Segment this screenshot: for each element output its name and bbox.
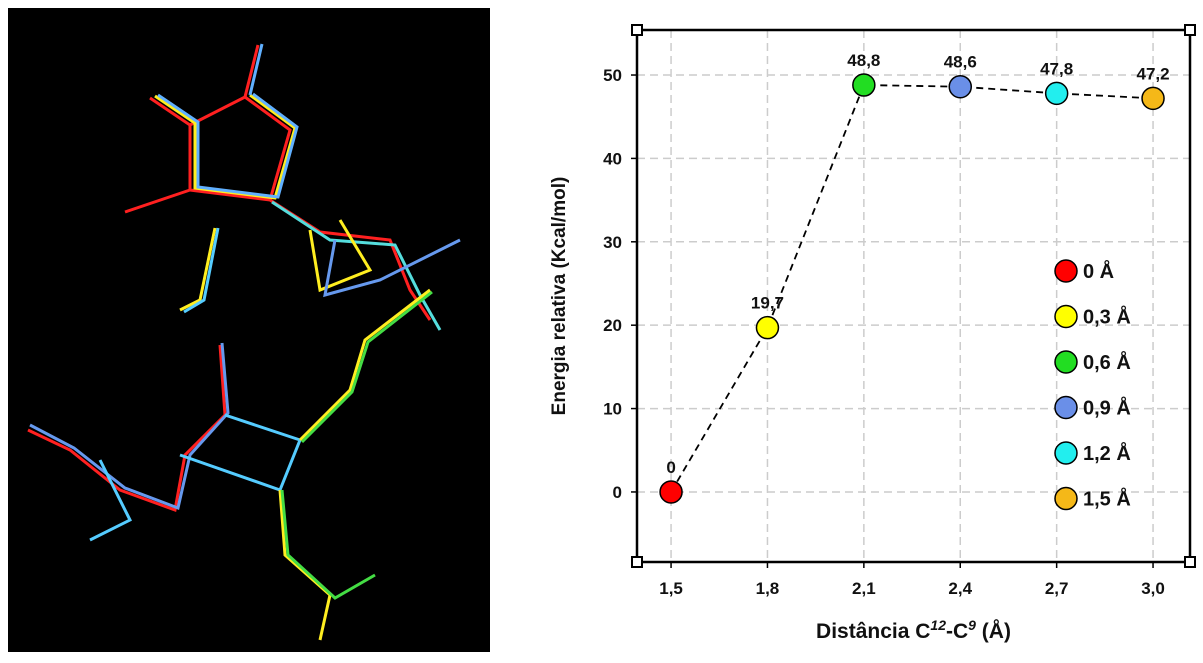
x-axis-title-part: Distância C: [816, 620, 930, 643]
plot-frame: [637, 30, 1190, 562]
data-point: [756, 317, 778, 339]
x-tick-label: 1,5: [659, 579, 683, 598]
y-tick-label: 0: [613, 483, 622, 502]
legend-marker: [1055, 351, 1077, 373]
chart: 0 10 20 30 40 50 1,5 1,8 2,1 2,4 2,7 3,0 0 19,7 48,8 48…: [549, 25, 1195, 643]
value-label: 19,7: [751, 294, 784, 313]
molecule-image: [8, 8, 490, 652]
y-axis-title: Energia relativa (Kcal/mol): [549, 177, 570, 416]
frame-corner: [632, 25, 642, 35]
data-point: [853, 74, 875, 96]
x-axis-title: Distância C12-C9 (Å): [816, 617, 1011, 643]
x-axis-title-part: (Å): [976, 619, 1011, 643]
x-tick-label: 2,7: [1045, 579, 1069, 598]
frame-corner: [632, 557, 642, 567]
data-point: [1142, 87, 1164, 109]
legend-marker: [1055, 397, 1077, 419]
frame-corner: [1185, 25, 1195, 35]
legend-marker: [1055, 306, 1077, 328]
legend-marker: [1055, 442, 1077, 464]
data-line: [671, 85, 1153, 492]
data-point: [949, 76, 971, 98]
legend-label: 0 Å: [1083, 259, 1114, 283]
x-tick-label: 2,4: [948, 579, 972, 598]
y-tick-label: 50: [603, 66, 622, 85]
y-tick-label: 40: [603, 149, 622, 168]
x-tick-label: 1,8: [756, 579, 780, 598]
figure: 0 10 20 30 40 50 1,5 1,8 2,1 2,4 2,7 3,0 0 19,7 48,8 48…: [0, 0, 1203, 658]
value-label: 48,8: [847, 51, 880, 70]
x-axis-title-part: -C: [946, 620, 968, 643]
x-axis-title-part: 9: [968, 617, 976, 633]
legend-label: 0,9 Å: [1083, 396, 1131, 420]
legend-label: 1,2 Å: [1083, 441, 1131, 465]
value-label: 47,2: [1137, 64, 1170, 83]
x-tick-label: 2,1: [852, 579, 876, 598]
value-label: 47,8: [1040, 59, 1073, 78]
legend-label: 0,3 Å: [1083, 305, 1131, 329]
legend-label: 1,5 Å: [1083, 487, 1131, 511]
value-label: 48,6: [944, 53, 977, 72]
legend-marker: [1055, 260, 1077, 282]
y-tick-label: 30: [603, 233, 622, 252]
y-tick-label: 10: [603, 400, 622, 419]
x-axis-title-part: 12: [930, 617, 946, 633]
frame-corner: [1185, 557, 1195, 567]
y-tick-label: 20: [603, 316, 622, 335]
x-tick-label: 3,0: [1141, 579, 1165, 598]
data-point: [1046, 82, 1068, 104]
data-point: [660, 481, 682, 503]
legend-label: 0,6 Å: [1083, 350, 1131, 374]
value-label: 0: [666, 458, 675, 477]
legend-marker: [1055, 488, 1077, 510]
